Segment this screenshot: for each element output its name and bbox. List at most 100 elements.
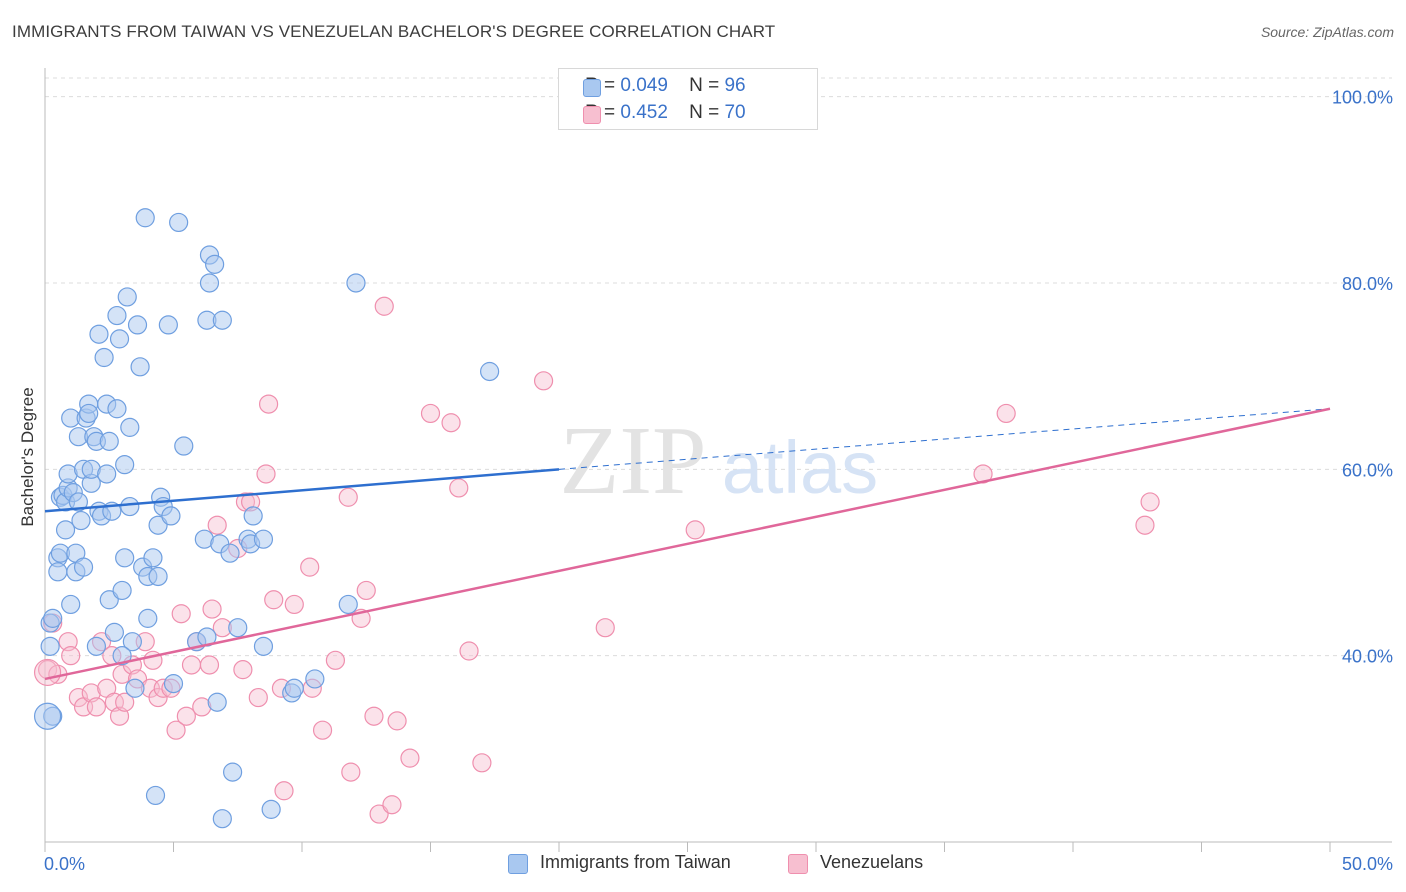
taiwan-point: [120, 417, 140, 437]
y-tick-label: 40.0%: [1342, 647, 1393, 667]
venezuelan-point: [284, 594, 304, 615]
taiwan-points: [33, 208, 500, 829]
venezuelan-trend-line: [44, 407, 1331, 681]
taiwan-point: [148, 515, 168, 535]
taiwan-point: [55, 520, 76, 540]
venezuelan-point: [33, 658, 62, 687]
taiwan-point: [253, 636, 274, 656]
venezuelan-point: [258, 394, 279, 414]
venezuelan-point: [364, 706, 384, 726]
venezuelan-point: [325, 650, 346, 670]
y-axis-label: Bachelor's Degree: [18, 387, 37, 526]
taiwan-point: [73, 557, 94, 577]
venezuelan-point: [274, 781, 294, 801]
venezuelan-point: [199, 655, 220, 675]
venezuelan-point: [233, 660, 253, 680]
taiwan-point: [163, 674, 184, 694]
venezuelan-point: [472, 753, 492, 773]
taiwan-point: [212, 310, 232, 330]
venezuelan-point: [369, 804, 389, 824]
taiwan-point: [89, 324, 109, 344]
taiwan-point: [169, 212, 189, 233]
taiwan-point: [43, 608, 63, 628]
taiwan-point: [115, 548, 135, 568]
venezuelan-point: [264, 590, 284, 610]
taiwan-point: [161, 506, 181, 526]
taiwan-point: [212, 809, 232, 829]
taiwan-point: [117, 287, 137, 307]
taiwan-point: [145, 785, 166, 806]
n-value: 70: [724, 102, 746, 123]
trend-lines: [44, 407, 1331, 681]
watermark-zip: ZIP: [560, 407, 707, 515]
venezuelan-point: [533, 371, 554, 391]
venezuelan-point: [1140, 492, 1160, 512]
taiwan-point: [71, 510, 91, 531]
legend-label-venezuelans: Venezuelans: [820, 852, 924, 872]
venezuelan-point: [171, 604, 191, 624]
taiwan-point: [143, 548, 163, 568]
taiwan-point: [86, 636, 107, 656]
taiwan-swatch: [583, 79, 601, 97]
venezuelan-point: [685, 520, 705, 540]
venezuelan-point: [400, 748, 420, 768]
taiwan-point: [480, 361, 500, 382]
venezuelan-point: [166, 720, 186, 740]
tick-labels: 40.0% 60.0% 80.0% 100.0% 0.0% 50.0%: [44, 88, 1393, 874]
venezuelan-point: [341, 762, 361, 782]
taiwan-point: [120, 496, 140, 517]
y-tick-label: 60.0%: [1342, 460, 1393, 480]
venezuelan-point: [248, 687, 268, 708]
taiwan-point: [40, 636, 60, 656]
taiwan-point: [199, 273, 220, 293]
watermark-atlas: atlas: [722, 426, 878, 509]
taiwan-point: [112, 580, 132, 601]
venezuelan-point: [1135, 515, 1155, 535]
taiwan-point: [125, 678, 145, 698]
taiwan-point: [112, 646, 132, 666]
n-label: N =: [689, 102, 720, 123]
source-label: Source: ZipAtlas.com: [1260, 24, 1394, 40]
legend-item-venezuelans: Venezuelans: [788, 852, 924, 874]
venezuelan-point: [420, 403, 441, 424]
taiwan-point: [33, 702, 62, 730]
taiwan-point: [109, 329, 130, 349]
venezuelan-point: [449, 478, 469, 498]
taiwan-point: [122, 632, 142, 652]
x-tick-label: 0.0%: [44, 854, 85, 874]
taiwan-point: [48, 562, 68, 582]
n-label: N =: [689, 75, 720, 96]
venezuelan-point: [176, 706, 196, 726]
venezuelan-point: [61, 646, 81, 666]
taiwan-point: [305, 669, 325, 689]
y-tick-label: 80.0%: [1342, 274, 1393, 294]
venezuelan-point: [356, 580, 376, 601]
venezuelan-point: [115, 692, 135, 712]
taiwan-point: [223, 762, 243, 782]
axes: [44, 68, 1392, 852]
taiwan-point: [97, 464, 117, 484]
taiwan-point: [261, 799, 281, 819]
gridlines: [45, 77, 1392, 657]
taiwan-point: [284, 678, 304, 698]
venezuelan-point: [58, 632, 78, 652]
x-tick-label: 50.0%: [1342, 854, 1393, 874]
venezuelan-legend-swatch: [788, 854, 808, 874]
taiwan-point: [130, 357, 150, 377]
venezuelan-point: [441, 413, 461, 433]
taiwan-point: [115, 455, 135, 475]
legend-item-taiwan: Immigrants from Taiwan: [508, 852, 731, 874]
taiwan-point: [205, 254, 225, 274]
venezuelan-swatch: [583, 106, 601, 124]
venezuelan-point: [312, 720, 333, 740]
taiwan-point: [338, 594, 358, 615]
taiwan-point: [107, 399, 127, 419]
chart-title: IMMIGRANTS FROM TAIWAN VS VENEZUELAN BAC…: [12, 22, 776, 41]
taiwan-point: [99, 431, 119, 451]
taiwan-point: [148, 566, 168, 587]
taiwan-point: [346, 273, 366, 293]
taiwan-point: [107, 305, 127, 326]
taiwan-point: [253, 529, 274, 549]
r-value: 0.452: [620, 102, 668, 123]
